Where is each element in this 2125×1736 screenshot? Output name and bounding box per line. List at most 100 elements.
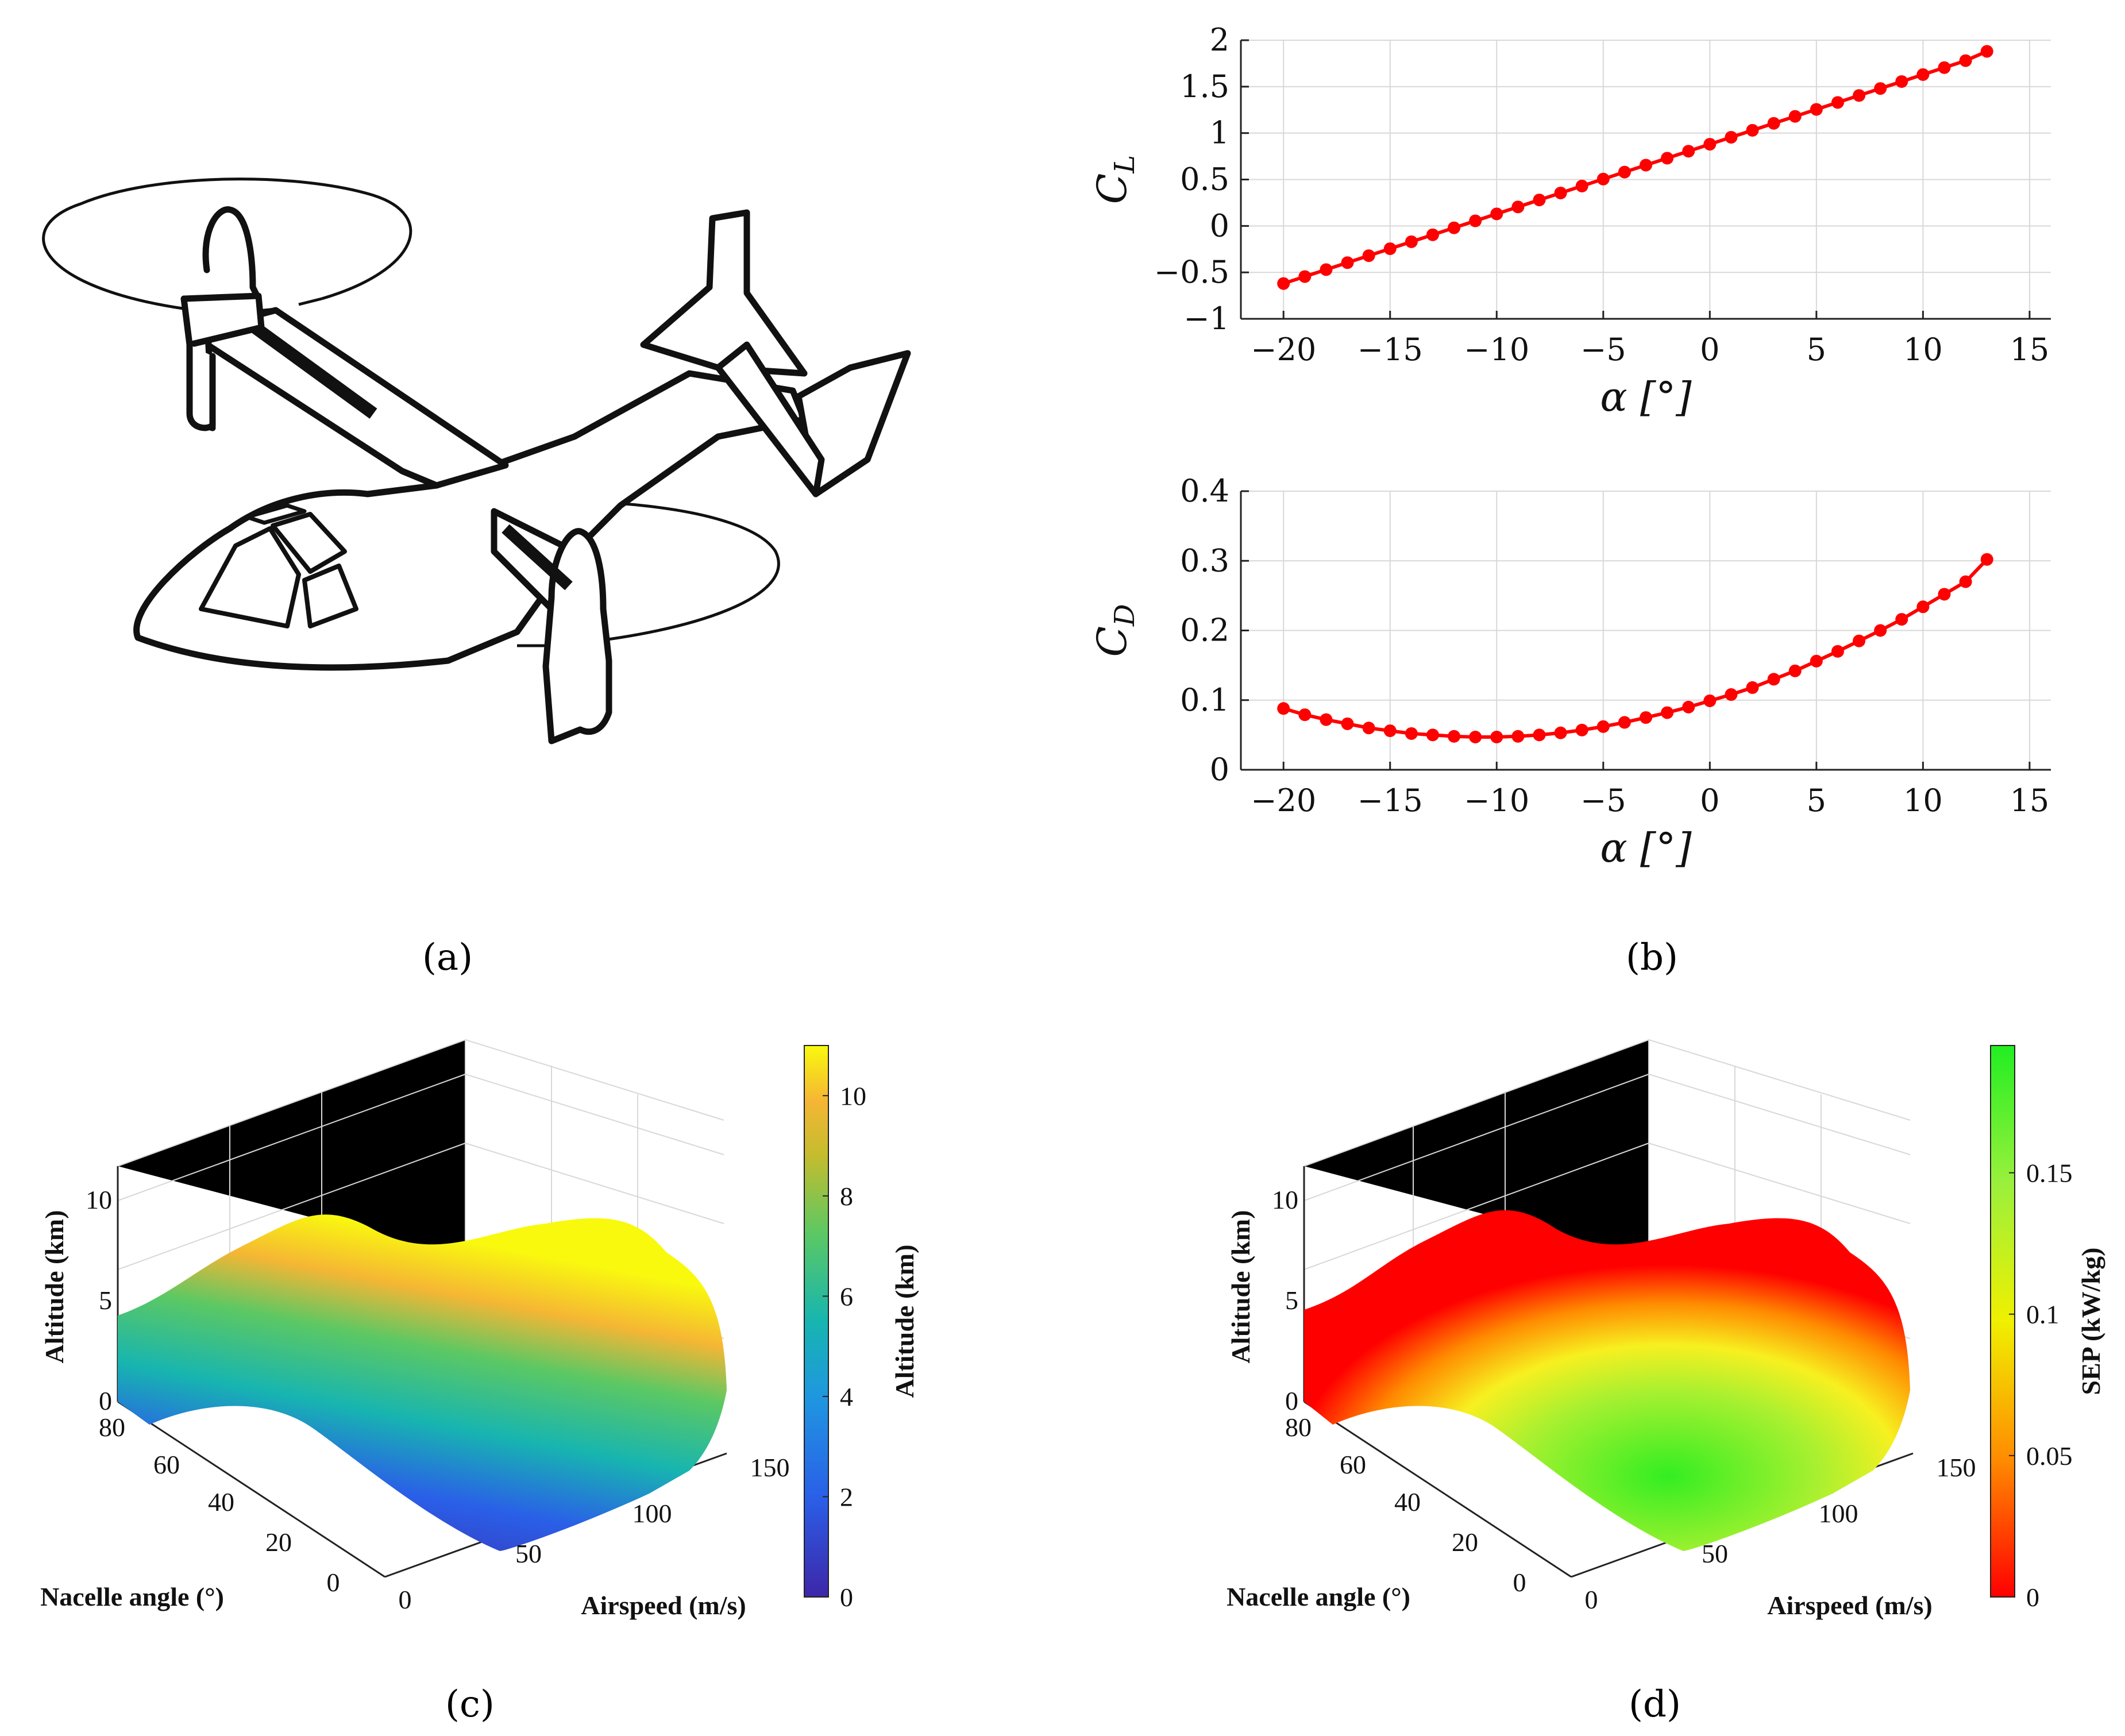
y-tick-label: 0.3	[1180, 542, 1229, 578]
x-tick-label: 0	[1585, 1585, 1598, 1614]
data-point	[1853, 89, 1866, 102]
altitude-colorbar	[804, 1045, 829, 1598]
y-axis-label: Nacelle angle (°)	[40, 1582, 224, 1611]
data-point	[1490, 731, 1503, 744]
data-point	[1788, 110, 1802, 123]
data-point	[1426, 228, 1439, 241]
colorbar-tick-label: 0.15	[2026, 1159, 2073, 1188]
data-point	[1533, 194, 1546, 207]
colorbar-tick-label: 0.05	[2026, 1441, 2073, 1471]
data-point	[1554, 186, 1567, 199]
x-tick-label: −5	[1580, 782, 1626, 819]
y-tick-label: 1	[1210, 115, 1229, 151]
colorbar-label: Altitude (km)	[890, 1244, 919, 1398]
data-point	[1767, 673, 1780, 686]
data-point	[1618, 165, 1631, 179]
data-point	[1746, 124, 1759, 137]
data-point	[1895, 613, 1908, 626]
data-point	[1661, 152, 1674, 165]
colorbar-tick-label: 2	[840, 1482, 853, 1511]
z-tick-label: 10	[1272, 1185, 1298, 1214]
y-tick-label: 60	[1340, 1450, 1366, 1479]
x-tick-label: −5	[1580, 331, 1626, 368]
data-point	[1767, 117, 1780, 130]
x-tick-label: 50	[515, 1539, 542, 1568]
data-point	[1853, 634, 1866, 647]
z-tick-label: 0	[1285, 1386, 1298, 1415]
y-tick-label: 0	[1513, 1568, 1526, 1597]
x-tick-label: 5	[1807, 782, 1826, 819]
data-point	[1938, 61, 1951, 74]
x-axis-label: Airspeed (m/s)	[1767, 1591, 1932, 1620]
drag-coefficient-chart: −20 −15 −10 −5 0 5 10 15 0 0.1 0.2 0.3 0.4 α [°] CD	[1089, 473, 2051, 871]
y-tick-label: 0	[1210, 207, 1229, 244]
data-point	[1810, 654, 1823, 668]
data-point	[1405, 727, 1418, 740]
data-point	[1596, 172, 1610, 186]
x-tick-label: 100	[633, 1499, 672, 1528]
data-point	[1810, 103, 1823, 116]
data-point	[1469, 731, 1482, 744]
colorbar-tick-label: 10	[840, 1081, 866, 1110]
series-line	[1283, 49, 1988, 286]
data-point	[1341, 717, 1354, 730]
y-tick-label: 0.2	[1180, 612, 1229, 649]
colorbar-tick-label: 0	[2026, 1583, 2039, 1612]
lift-coefficient-chart: −20 −15 −10 −5 0 5 10 15 −1 −0.5 0 0.5 1 1.5 2 α [°] CL	[1089, 22, 2051, 421]
colorbar-tick-label: 4	[840, 1382, 853, 1411]
y-axis-label: Nacelle angle (°)	[1227, 1582, 1410, 1611]
data-point	[1640, 711, 1652, 724]
x-tick-label: 15	[2010, 331, 2050, 368]
y-tick-label: 0.5	[1180, 161, 1229, 198]
y-axis-label: CL	[1089, 155, 1141, 204]
data-point	[1362, 722, 1375, 735]
data-point	[1682, 700, 1695, 713]
y-tick-label: 20	[265, 1527, 292, 1557]
x-tick-label: −10	[1464, 782, 1529, 819]
colorbar-tick-label: 6	[840, 1282, 853, 1311]
y-tick-label: 20	[1452, 1527, 1478, 1557]
data-point	[1511, 730, 1525, 743]
data-point	[1746, 681, 1759, 694]
data-point	[1320, 713, 1333, 726]
y-tick-label: −1	[1183, 300, 1229, 337]
y-tick-label: −0.5	[1154, 254, 1229, 290]
data-point	[1490, 207, 1503, 221]
data-point	[1788, 664, 1802, 677]
subfigure-label-d: (d)	[1629, 1683, 1681, 1726]
data-point	[1938, 588, 1951, 601]
x-axis-label: α [°]	[1600, 824, 1692, 871]
data-point	[1725, 688, 1738, 701]
sep-surface-panel	[1303, 1039, 1914, 1578]
data-point	[1426, 728, 1439, 742]
z-tick-label: 10	[86, 1185, 112, 1214]
x-tick-label: 100	[1819, 1499, 1858, 1528]
data-point	[1383, 242, 1397, 255]
data-point	[1831, 96, 1844, 109]
z-tick-label: 5	[1285, 1286, 1298, 1315]
data-point	[1661, 706, 1674, 719]
y-tick-label: 1.5	[1180, 68, 1229, 105]
data-point	[1916, 600, 1930, 614]
series-line	[1283, 558, 1988, 739]
x-tick-label: 0	[1700, 331, 1719, 368]
data-point	[1575, 179, 1588, 192]
z-axis-label: Altitude (km)	[40, 1210, 69, 1363]
y-tick-label: 40	[208, 1487, 234, 1517]
data-point	[1874, 624, 1887, 637]
x-tick-label: −15	[1357, 782, 1423, 819]
x-tick-label: 150	[750, 1453, 790, 1482]
3d-box-frame	[117, 1039, 727, 1578]
tiltrotor-illustration	[42, 178, 911, 744]
data-point	[1703, 694, 1717, 707]
data-point	[1703, 138, 1717, 151]
sep-surface	[1304, 1210, 1910, 1551]
data-point	[1596, 720, 1610, 733]
y-tick-label: 80	[1285, 1413, 1312, 1442]
x-tick-label: 50	[1702, 1539, 1728, 1568]
data-point	[1916, 68, 1930, 81]
colorbar-tick-label: 0	[840, 1583, 853, 1612]
x-axis-label: Airspeed (m/s)	[581, 1591, 746, 1620]
z-tick-label: 5	[99, 1286, 112, 1315]
